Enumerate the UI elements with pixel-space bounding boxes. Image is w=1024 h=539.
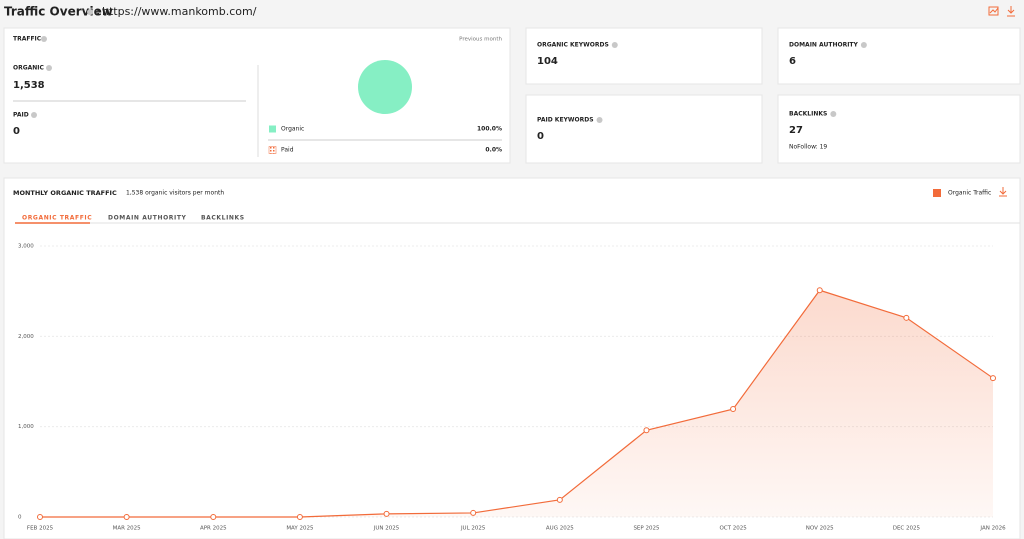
- data-point[interactable]: [903, 314, 910, 321]
- x-tick-label: NOV 2025: [806, 526, 834, 532]
- metric-label: BACKLINKS: [789, 111, 827, 118]
- data-point[interactable]: [990, 375, 996, 382]
- card-title: TRAFFIC: [13, 36, 42, 43]
- paid-value: 0: [13, 126, 20, 137]
- separator: :: [96, 5, 100, 18]
- metric-value: 104: [537, 56, 558, 67]
- paid-label: PAID: [13, 112, 29, 119]
- info-icon[interactable]: [611, 42, 618, 48]
- tab[interactable]: BACKLINKS: [201, 215, 245, 222]
- site-url: https://www.mankomb.com/: [102, 5, 257, 18]
- metric-label: PAID KEYWORDS: [537, 117, 594, 124]
- export-icon[interactable]: [988, 6, 999, 16]
- legend-value: 100.0%: [477, 126, 502, 133]
- metric-value: 6: [789, 56, 796, 67]
- legend-value: 0.0%: [485, 147, 502, 154]
- legend-swatch: [269, 125, 276, 133]
- x-tick-label: AUG 2025: [546, 526, 574, 532]
- info-icon[interactable]: [830, 111, 837, 117]
- metric-card: [777, 94, 1021, 164]
- info-icon[interactable]: [41, 36, 47, 42]
- organic-label: ORGANIC: [13, 65, 45, 72]
- x-tick-label: OCT 2025: [719, 526, 747, 532]
- chart-subtitle: 1,538 organic visitors per month: [126, 190, 224, 197]
- legend-label: Paid: [281, 147, 294, 154]
- metric-card: [525, 94, 763, 164]
- x-tick-label: MAR 2025: [113, 526, 142, 532]
- data-point[interactable]: [296, 514, 303, 520]
- organic-value: 1,538: [13, 80, 45, 91]
- data-point[interactable]: [816, 287, 823, 294]
- legend-label: Organic Traffic: [948, 190, 991, 197]
- x-tick-label: SEP 2025: [633, 526, 660, 532]
- data-point[interactable]: [730, 406, 737, 413]
- y-tick-label: 1,000: [18, 424, 34, 430]
- period: Previous month: [459, 37, 502, 43]
- x-tick-label: APR 2025: [200, 526, 227, 532]
- x-tick-label: MAY 2025: [286, 526, 314, 532]
- x-tick-label: FEB 2025: [27, 526, 54, 532]
- y-tick-label: 0: [18, 515, 22, 521]
- page-title: Traffic Overview: [4, 5, 113, 19]
- legend-label: Organic: [281, 126, 304, 133]
- metric-card: [525, 27, 763, 85]
- data-point[interactable]: [210, 514, 217, 520]
- x-tick-label: JUN 2025: [373, 526, 400, 532]
- y-tick-label: 2,000: [18, 334, 34, 340]
- data-point[interactable]: [37, 514, 43, 520]
- metric-value: 27: [789, 125, 803, 136]
- pie-slice: [358, 60, 412, 114]
- chart-title: MONTHLY ORGANIC TRAFFIC: [13, 189, 117, 197]
- data-point[interactable]: [383, 510, 390, 517]
- data-point[interactable]: [556, 496, 563, 503]
- metric-note: NoFollow: 19: [789, 144, 827, 151]
- metric-label: DOMAIN AUTHORITY: [789, 42, 859, 49]
- data-point[interactable]: [123, 514, 130, 520]
- legend-swatch: [933, 189, 941, 197]
- line: [40, 289, 994, 518]
- info-icon[interactable]: [596, 117, 603, 123]
- legend-swatch: [268, 146, 277, 154]
- download-icon[interactable]: [999, 187, 1007, 197]
- data-point[interactable]: [470, 509, 477, 516]
- info-icon[interactable]: [87, 9, 93, 15]
- tab[interactable]: DOMAIN AUTHORITY: [108, 215, 187, 222]
- x-tick-label: JAN 2026: [979, 526, 1006, 532]
- info-icon[interactable]: [46, 65, 52, 71]
- info-icon[interactable]: [860, 42, 867, 48]
- info-icon[interactable]: [31, 112, 37, 118]
- traffic-card: [3, 27, 511, 164]
- data-point[interactable]: [643, 427, 650, 434]
- x-tick-label: DEC 2025: [893, 526, 921, 532]
- tab[interactable]: ORGANIC TRAFFIC: [22, 215, 92, 222]
- metric-label: ORGANIC KEYWORDS: [537, 42, 609, 49]
- y-tick-label: 3,000: [18, 244, 34, 250]
- download-icon[interactable]: [1007, 6, 1015, 17]
- x-tick-label: JUL 2025: [460, 526, 486, 532]
- metric-card: [777, 27, 1021, 85]
- area: [40, 290, 993, 517]
- metric-value: 0: [537, 131, 544, 142]
